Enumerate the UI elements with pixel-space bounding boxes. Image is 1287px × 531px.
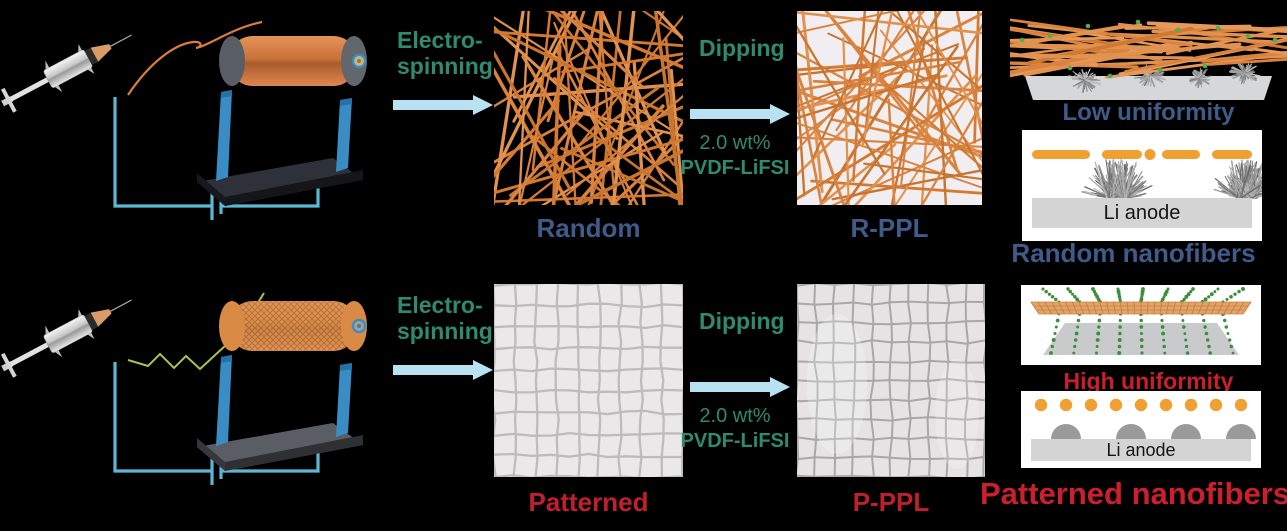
svg-text:Li anode: Li anode	[1104, 202, 1181, 224]
svg-text:Li anode: Li anode	[1106, 440, 1175, 460]
